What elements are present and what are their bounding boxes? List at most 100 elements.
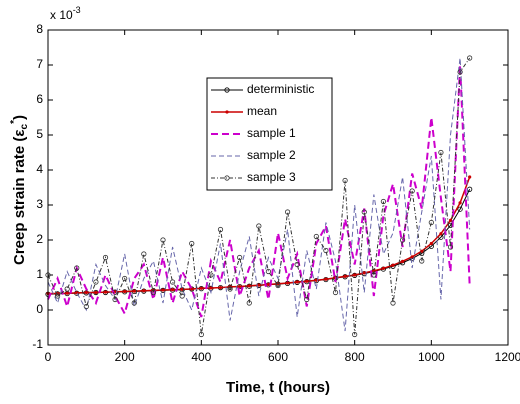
- legend: deterministic mean sample 1 sample 2 sample …: [206, 77, 333, 191]
- marker: [102, 254, 109, 261]
- y-axis-label-text: Creep strain rate (ε: [11, 129, 28, 265]
- series: [45, 55, 473, 338]
- marker: [257, 283, 261, 287]
- marker: [343, 274, 347, 278]
- y-multiplier-base: x 10: [50, 8, 73, 22]
- marker: [380, 198, 387, 205]
- y-tick-label: 0: [36, 302, 43, 316]
- marker: [467, 55, 473, 61]
- marker: [371, 272, 377, 278]
- marker: [94, 290, 98, 295]
- marker: [447, 244, 454, 250]
- x-tick-label: 1200: [495, 350, 520, 364]
- marker: [246, 300, 252, 306]
- marker: [103, 290, 108, 294]
- marker: [313, 233, 319, 240]
- marker: [225, 110, 229, 114]
- marker: [227, 286, 233, 292]
- y-tick-label: -1: [32, 337, 43, 351]
- marker: [419, 258, 425, 264]
- marker: [209, 286, 213, 290]
- y-multiplier: x 10-3: [50, 5, 81, 22]
- y-tick-label: 5: [36, 127, 43, 141]
- data-line: [48, 176, 471, 295]
- marker: [448, 218, 453, 222]
- marker: [342, 177, 348, 184]
- y-tick-label: 3: [36, 197, 43, 211]
- data-line: [47, 64, 471, 318]
- marker: [170, 288, 175, 292]
- marker: [429, 241, 433, 246]
- x-tick-label: 800: [345, 350, 365, 364]
- marker: [74, 265, 80, 271]
- marker: [381, 266, 386, 270]
- marker: [93, 279, 99, 285]
- marker: [256, 223, 262, 229]
- legend-label: mean: [247, 104, 277, 118]
- y-axis-label-sub: c: [19, 123, 30, 129]
- data-line: [47, 57, 471, 335]
- data-line: [47, 57, 471, 332]
- marker: [132, 289, 136, 293]
- marker: [237, 254, 243, 261]
- series: [47, 57, 471, 332]
- marker: [64, 286, 70, 292]
- marker: [179, 293, 185, 299]
- legend-label: sample 2: [247, 148, 296, 162]
- marker: [218, 286, 223, 290]
- marker: [122, 275, 128, 282]
- marker: [305, 279, 309, 283]
- y-tick-label: 2: [36, 232, 43, 246]
- marker: [160, 237, 166, 243]
- marker: [266, 282, 271, 287]
- y-multiplier-exponent: -3: [73, 5, 81, 15]
- marker: [199, 286, 203, 290]
- marker: [458, 201, 462, 205]
- marker: [224, 175, 230, 181]
- series: [46, 175, 472, 296]
- legend-label: sample 1: [247, 126, 296, 140]
- marker: [324, 277, 328, 281]
- marker: [65, 291, 69, 295]
- marker: [265, 268, 272, 275]
- marker: [131, 300, 137, 306]
- y-tick-label: 8: [36, 22, 43, 36]
- marker: [410, 255, 414, 259]
- series: [47, 64, 471, 318]
- marker: [323, 247, 329, 254]
- marker: [208, 272, 214, 278]
- marker: [142, 289, 146, 293]
- marker: [362, 271, 366, 275]
- marker: [84, 290, 88, 295]
- marker: [238, 284, 242, 289]
- x-tick-label: 0: [45, 350, 52, 364]
- marker: [169, 279, 176, 285]
- x-tick-label: 1000: [418, 350, 445, 364]
- marker: [468, 175, 472, 179]
- x-tick-label: 200: [115, 350, 135, 364]
- marker: [294, 261, 300, 268]
- marker: [439, 232, 443, 236]
- marker: [332, 289, 339, 296]
- marker: [391, 263, 395, 267]
- marker: [352, 331, 358, 338]
- x-tick-label: 600: [268, 350, 288, 364]
- marker: [198, 331, 204, 338]
- y-tick-label: 1: [36, 267, 43, 281]
- marker: [361, 209, 367, 215]
- plot-frame: [47, 29, 509, 346]
- marker: [189, 240, 195, 247]
- y-tick-label: 6: [36, 92, 43, 106]
- marker: [123, 289, 127, 294]
- marker: [275, 282, 281, 289]
- marker: [284, 209, 291, 215]
- marker: [457, 69, 463, 75]
- y-axis-label-sup: *: [9, 120, 20, 124]
- marker: [161, 288, 165, 292]
- marker: [276, 282, 280, 286]
- marker: [353, 273, 357, 277]
- marker: [400, 259, 405, 263]
- marker: [217, 226, 224, 233]
- data-line: [47, 189, 471, 295]
